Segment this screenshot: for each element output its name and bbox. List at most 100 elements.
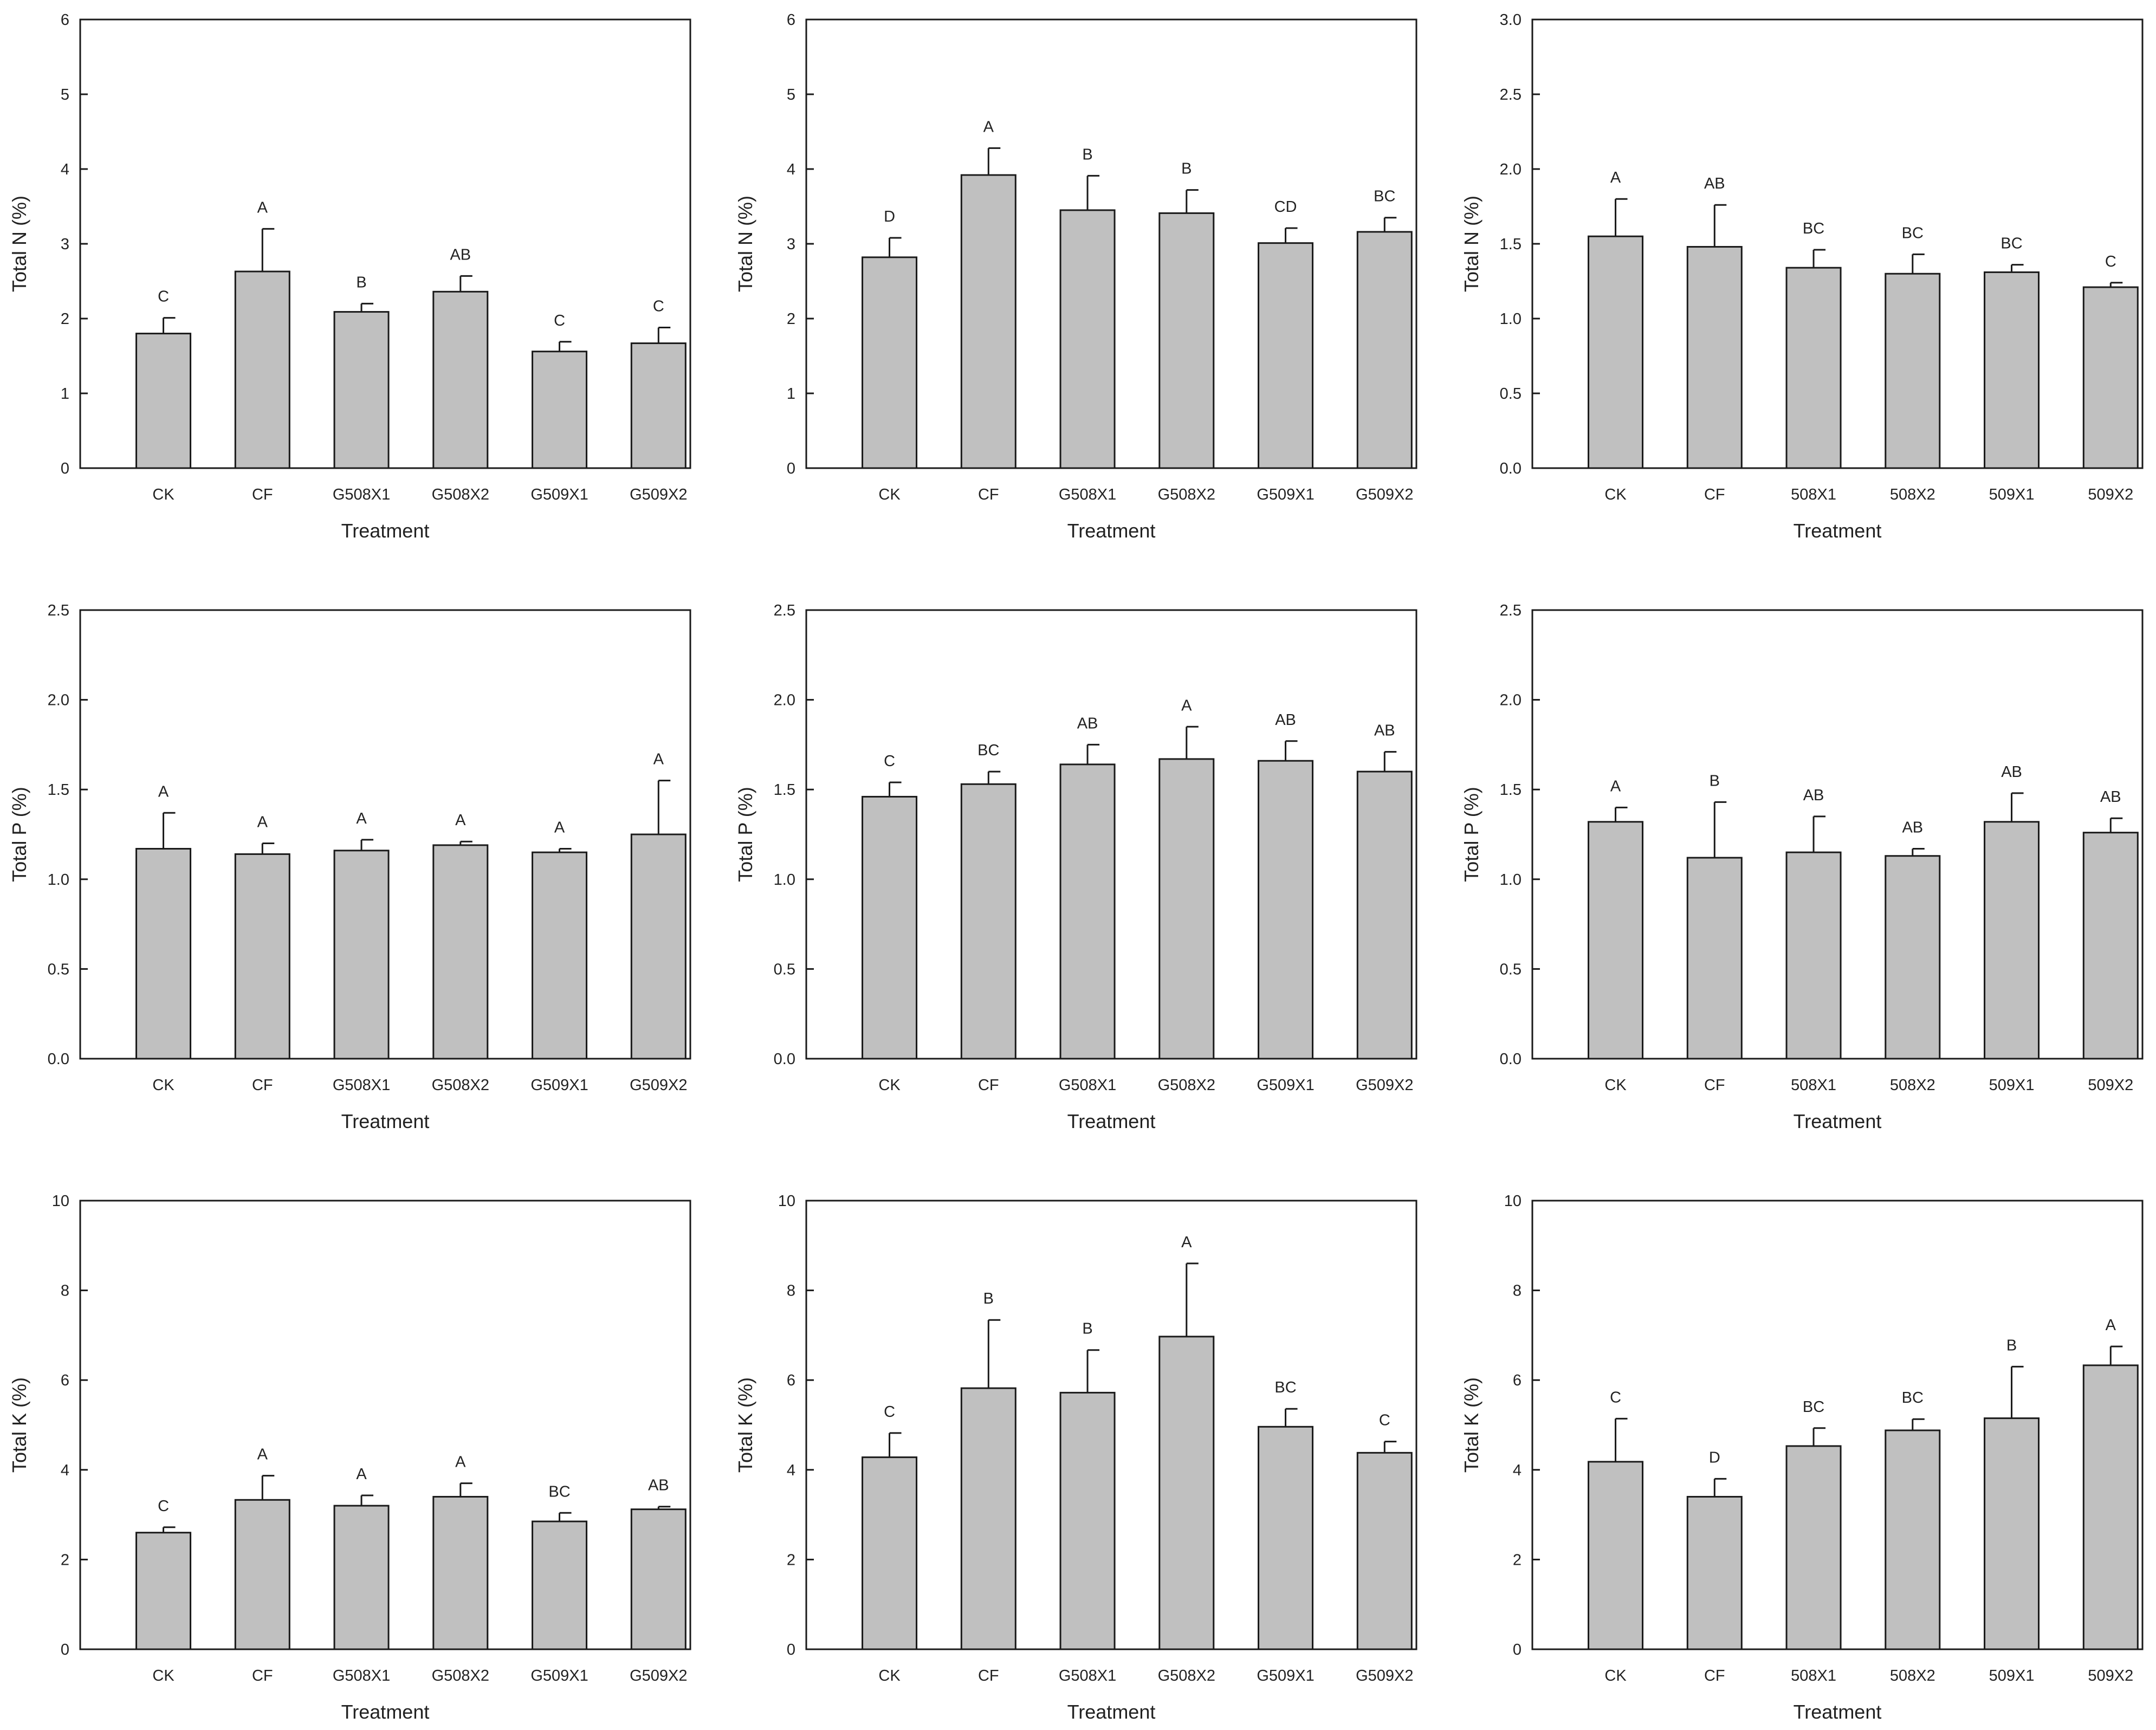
bar — [1158, 1336, 1215, 1650]
significance-label: BC — [1274, 1379, 1296, 1396]
x-category-label: G509X1 — [530, 486, 588, 503]
y-tick-label: 0.5 — [1500, 385, 1521, 403]
x-axis-title: Treatment — [1067, 520, 1156, 542]
bar — [1059, 1391, 1116, 1650]
significance-label: A — [257, 199, 268, 216]
bar — [234, 1499, 290, 1650]
x-category-label: CF — [978, 486, 999, 503]
bar — [532, 351, 588, 469]
bar — [1258, 242, 1314, 469]
bar — [630, 1508, 687, 1650]
bar — [1885, 855, 1941, 1060]
bar — [1984, 821, 2040, 1060]
y-tick-label: 2.0 — [774, 692, 795, 709]
y-tick-label: 1 — [787, 385, 795, 403]
significance-label: BC — [2000, 235, 2022, 252]
significance-label: C — [884, 753, 895, 770]
x-category-label: G508X2 — [432, 1077, 489, 1094]
y-tick-label: 6 — [61, 1372, 69, 1389]
bar — [532, 851, 588, 1060]
bar — [333, 850, 390, 1060]
y-tick-label: 0 — [61, 460, 69, 477]
bar — [960, 783, 1017, 1060]
bar — [2082, 832, 2139, 1060]
y-tick-label: 3 — [61, 236, 69, 253]
bar — [862, 1456, 918, 1650]
x-category-label: G509X2 — [1356, 1077, 1413, 1094]
bar — [135, 1532, 192, 1650]
y-tick-label: 0.0 — [1500, 1051, 1521, 1068]
y-tick-label: 3 — [787, 236, 795, 253]
bar — [532, 1520, 588, 1650]
bar — [1059, 209, 1116, 469]
significance-label: BC — [1374, 188, 1395, 205]
y-tick-label: 10 — [1504, 1193, 1521, 1210]
y-tick-label: 4 — [61, 161, 69, 178]
y-tick-label: 0.5 — [1500, 961, 1521, 978]
significance-label: AB — [1077, 715, 1098, 732]
y-tick-label: 0.0 — [48, 1051, 69, 1068]
significance-label: B — [1082, 146, 1092, 163]
bar — [2082, 1364, 2139, 1650]
bar — [135, 847, 192, 1060]
significance-label: A — [356, 1466, 367, 1483]
bar — [1356, 231, 1413, 469]
x-axis-title: Treatment — [341, 520, 430, 542]
significance-label: AB — [2100, 788, 2121, 806]
y-tick-label: 1.5 — [1500, 236, 1521, 253]
y-tick-label: 4 — [787, 1462, 795, 1479]
significance-label: B — [1710, 772, 1720, 789]
chart-panel-4: 0.0 0.5 1.0 1.5 2.0 2.5 A CK A CF A G508X1 A G508X2 A G… — [8, 602, 691, 1132]
bar — [630, 833, 687, 1060]
x-category-label: G508X2 — [1158, 1667, 1215, 1684]
significance-label: D — [884, 208, 895, 225]
x-category-label: G509X1 — [1257, 1667, 1314, 1684]
y-tick-label: 6 — [61, 11, 69, 29]
y-tick-label: 2.0 — [48, 692, 69, 709]
x-category-label: G509X1 — [530, 1077, 588, 1094]
x-category-label: CK — [878, 486, 901, 503]
y-tick-label: 8 — [1513, 1282, 1521, 1300]
bar — [1785, 851, 1842, 1060]
y-axis-title: Total N (%) — [8, 196, 30, 292]
x-category-label: G508X2 — [1158, 486, 1215, 503]
y-tick-label: 8 — [61, 1282, 69, 1300]
y-tick-label: 2 — [61, 1551, 69, 1569]
y-tick-label: 2.5 — [1500, 602, 1521, 619]
y-tick-label: 5 — [61, 86, 69, 103]
y-tick-label: 1.0 — [1500, 310, 1521, 328]
bar — [1686, 246, 1743, 469]
y-tick-label: 5 — [787, 86, 795, 103]
y-tick-label: 8 — [787, 1282, 795, 1300]
x-category-label: G509X2 — [630, 486, 687, 503]
chart-panel-1: 0 1 2 3 4 5 6 C CK A CF B G508X1 AB G508X2 C G509X1 C G509… — [8, 11, 691, 542]
x-category-label: G509X2 — [1356, 1667, 1413, 1684]
bar — [135, 333, 192, 469]
y-tick-label: 1.0 — [1500, 871, 1521, 889]
significance-label: A — [554, 819, 565, 836]
significance-label: A — [1181, 697, 1192, 714]
significance-label: BC — [1902, 1389, 1924, 1407]
x-category-label: CK — [878, 1077, 901, 1094]
y-tick-label: 2 — [61, 310, 69, 328]
y-tick-label: 1.0 — [774, 871, 795, 889]
significance-label: A — [257, 814, 268, 831]
bar — [960, 1387, 1017, 1650]
y-axis-title: Total N (%) — [1460, 196, 1482, 292]
y-tick-label: 10 — [52, 1193, 69, 1210]
bar — [1356, 1452, 1413, 1650]
x-category-label: 508X1 — [1791, 1667, 1836, 1684]
x-category-label: CF — [1704, 1667, 1725, 1684]
x-category-label: CK — [152, 1667, 174, 1684]
bar — [1356, 770, 1413, 1060]
y-tick-label: 0 — [61, 1641, 69, 1658]
significance-label: AB — [1275, 711, 1296, 729]
y-tick-label: 0 — [787, 460, 795, 477]
x-category-label: G509X1 — [530, 1667, 588, 1684]
y-tick-label: 4 — [787, 161, 795, 178]
y-tick-label: 2.0 — [1500, 161, 1521, 178]
chart-panel-7: 0 2 4 6 8 10 C CK A CF A G508X1 A G508X2 BC G509X1 AB G50… — [8, 1193, 691, 1723]
significance-label: AB — [450, 246, 471, 263]
significance-label: C — [1610, 1389, 1621, 1406]
bar — [1686, 857, 1743, 1060]
